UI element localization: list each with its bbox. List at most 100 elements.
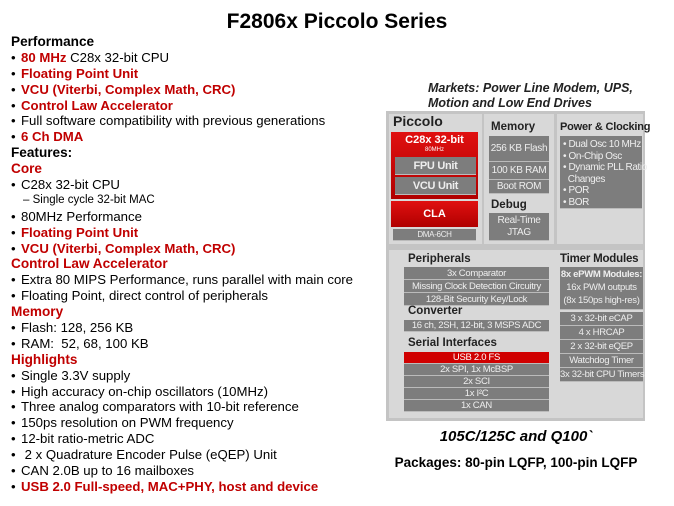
serial-block: 2x SPI, 1x McBSP xyxy=(404,364,549,376)
list-item-text: Performance xyxy=(11,34,95,49)
peripheral-block: 3x Comparator xyxy=(404,267,549,280)
list-item-text: Full software compatibility with previou… xyxy=(21,113,326,129)
cpu-label: C28x 32-bit xyxy=(405,134,464,146)
list-item: VCU (Viterbi, Complex Math, CRC) xyxy=(11,241,381,257)
list-item-text: Control Law Accelerator xyxy=(21,97,173,113)
cla-block: CLA xyxy=(391,201,478,227)
timer-block: 3x 32-bit CPU Timers xyxy=(560,368,645,382)
list-item-text: Features: xyxy=(11,145,73,161)
ram-block: 100 KB RAM xyxy=(489,162,549,180)
section-heading: Features: xyxy=(11,145,381,161)
serial-block: 2x SCI xyxy=(404,376,549,388)
list-item-text: Floating Point, direct control of periph… xyxy=(21,288,269,304)
list-item-text: 12-bit ratio-metric ADC xyxy=(21,431,155,447)
packages-text: Packages: 80-pin LQFP, 100-pin LQFP xyxy=(394,455,638,470)
list-item-text: High accuracy on-chip oscillators (10MHz… xyxy=(21,383,268,399)
power-item: • BOR xyxy=(563,196,589,208)
qualification-text: 105C/125C and Q100` xyxy=(439,428,593,445)
power-item: • Dual Osc 10 MHz xyxy=(563,139,641,150)
list-item: Control Law Accelerator xyxy=(11,98,381,114)
power-item: Changes xyxy=(563,173,606,185)
list-item: 2 x Quadrature Encoder Pulse (eQEP) Unit xyxy=(11,447,381,463)
jtag-block: Real-Time JTAG xyxy=(489,213,549,241)
converter-label: Converter xyxy=(408,305,463,317)
list-item: USB 2.0 Full-speed, MAC+PHY, host and de… xyxy=(11,479,381,495)
list-item: VCU (Viterbi, Complex Math, CRC) xyxy=(11,82,381,98)
section-heading: Highlights xyxy=(11,352,381,368)
power-label: Power & Clocking xyxy=(560,121,651,133)
list-item: 80MHz Performance xyxy=(11,209,381,225)
power-item: • On-Chip Osc xyxy=(563,150,622,162)
list-item-text: Memory xyxy=(11,304,64,320)
epwm-line-2: 16x PWM outputs xyxy=(566,282,637,293)
list-item-text: CAN 2.0B up to 16 mailboxes xyxy=(21,463,194,479)
list-item: 150ps resolution on PWM frequency xyxy=(11,415,381,431)
list-item-text: 80MHz Performance xyxy=(21,208,142,224)
list-item-text: Extra 80 MIPS Performance, runs parallel… xyxy=(21,272,354,288)
list-item: High accuracy on-chip oscillators (10MHz… xyxy=(11,384,381,400)
list-item-text: Floating Point Unit xyxy=(21,224,139,240)
list-item: Floating Point Unit xyxy=(11,225,381,241)
list-item-text: C28x 32-bit CPU xyxy=(21,177,120,193)
dma-block: DMA-6CH xyxy=(393,229,476,241)
debug-label: Debug xyxy=(491,199,527,211)
markets-text: Markets: Power Line Modem, UPS, Motion a… xyxy=(428,81,633,111)
timer-block: 4 x HRCAP xyxy=(560,326,643,340)
markets-line-2: Motion and Low End Drives xyxy=(428,96,592,110)
timer-block: Watchdog Timer xyxy=(560,354,643,368)
list-item-text: 6 Ch DMA xyxy=(21,129,84,145)
power-item: • POR xyxy=(563,185,589,196)
peripherals-label: Peripherals xyxy=(408,253,471,265)
boot-rom-block: Boot ROM xyxy=(489,180,549,194)
list-item-text: VCU (Viterbi, Complex Math, CRC) xyxy=(21,81,236,97)
piccolo-block-diagram: Piccolo C28x 32-bit 80MHz FPU Unit VCU U… xyxy=(386,111,651,421)
list-item-text: Floating Point Unit xyxy=(21,65,139,81)
list-item-text: 150ps resolution on PWM frequency xyxy=(21,415,234,431)
list-item-text: Highlights xyxy=(11,351,78,367)
serial-label: Serial Interfaces xyxy=(408,337,497,349)
list-item-text: C28x 32-bit CPU xyxy=(70,49,170,65)
piccolo-label: Piccolo xyxy=(393,113,443,129)
power-item: • Dynamic PLL Ratio xyxy=(563,162,647,173)
jtag-line-1: Real-Time xyxy=(497,215,541,226)
section-heading: Performance xyxy=(11,34,381,50)
epwm-block: 8x ePWM Modules: 16x PWM outputs (8x 150… xyxy=(560,267,643,310)
list-item-text: Core xyxy=(11,161,42,177)
list-item-text: Flash: 128, 256 KB xyxy=(21,320,134,336)
timer-label: Timer Modules xyxy=(560,253,639,265)
adc-block: 16 ch, 2SH, 12-bit, 3 MSPS ADC xyxy=(404,320,549,332)
peripheral-block: Missing Clock Detection Circuitry xyxy=(404,280,549,293)
serial-block: 1x CAN xyxy=(404,400,549,412)
power-list: • Dual Osc 10 MHz • On-Chip Osc • Dynamic … xyxy=(560,136,647,209)
serial-block: USB 2.0 FS xyxy=(404,352,549,364)
list-item: 6 Ch DMA xyxy=(11,129,381,145)
jtag-line-2: JTAG xyxy=(507,227,531,238)
section-heading: Core xyxy=(11,161,381,177)
list-item: C28x 32-bit CPU xyxy=(11,177,381,193)
timer-block: 3 x 32-bit eCAP xyxy=(560,312,643,326)
section-heading: Control Law Accelerator xyxy=(11,256,381,272)
list-item-text: Single 3.3V supply xyxy=(21,367,131,383)
list-item: – Single cycle 32-bit MAC xyxy=(11,193,381,209)
markets-line-1: Markets: Power Line Modem, UPS, xyxy=(428,81,633,95)
list-item-text: USB 2.0 Full-speed, MAC+PHY, host and de… xyxy=(21,478,319,494)
serial-block: 1x I²C xyxy=(404,388,549,400)
feature-list: Performance80 MHz C28x 32-bit CPUFloatin… xyxy=(11,34,381,495)
fpu-unit: FPU Unit xyxy=(395,157,476,175)
list-item-text: RAM: 52, 68, 100 KB xyxy=(21,335,149,351)
list-item: Full software compatibility with previou… xyxy=(11,113,381,129)
list-item-text: VCU (Viterbi, Complex Math, CRC) xyxy=(21,240,236,256)
list-item: CAN 2.0B up to 16 mailboxes xyxy=(11,463,381,479)
list-item: Three analog comparators with 10-bit ref… xyxy=(11,399,381,415)
list-item-text: Three analog comparators with 10-bit ref… xyxy=(21,399,299,415)
list-item: Extra 80 MIPS Performance, runs parallel… xyxy=(11,272,381,288)
flash-block: 256 KB Flash xyxy=(489,136,549,162)
peripheral-block: 128-Bit Security Key/Lock xyxy=(404,293,549,306)
memory-label: Memory xyxy=(491,121,536,133)
slide-title: F2806x Piccolo Series xyxy=(226,10,448,33)
list-item: Single 3.3V supply xyxy=(11,368,381,384)
list-item: 12-bit ratio-metric ADC xyxy=(11,431,381,447)
timer-block: 2 x 32-bit eQEP xyxy=(560,340,643,354)
list-item-text: – Single cycle 32-bit MAC xyxy=(23,193,155,206)
list-item: Floating Point, direct control of periph… xyxy=(11,288,381,304)
